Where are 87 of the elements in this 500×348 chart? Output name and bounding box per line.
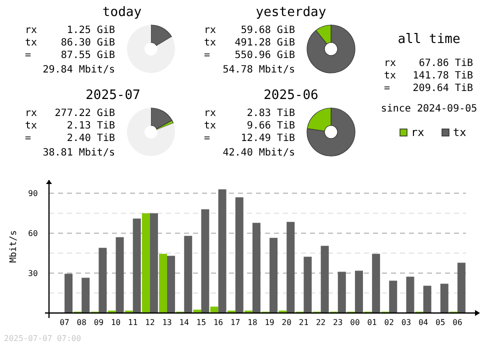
y-axis-title: Mbit/s bbox=[9, 230, 19, 263]
bar bbox=[116, 237, 124, 313]
x-tick-label: 11 bbox=[128, 318, 138, 327]
legend-label: rx bbox=[411, 126, 425, 139]
text: 38.81 Mbit/s bbox=[42, 148, 115, 158]
text: 29.84 Mbit/s bbox=[42, 64, 115, 76]
bar bbox=[406, 276, 414, 313]
bar bbox=[354, 270, 363, 313]
chart-title: today bbox=[102, 5, 142, 20]
text: rx 1.25 GiB bbox=[25, 25, 115, 36]
x-tick-label: 17 bbox=[230, 318, 240, 327]
donut-slice bbox=[127, 108, 175, 156]
bar bbox=[372, 254, 380, 313]
x-tick-label: 10 bbox=[110, 318, 121, 327]
chart-title: yesterday bbox=[256, 5, 326, 20]
text: 54.78 Mbit/s bbox=[222, 64, 295, 76]
bar bbox=[98, 248, 107, 313]
bar bbox=[150, 213, 158, 313]
x-tick-label: 18 bbox=[248, 318, 258, 327]
text: since 2024-09-05 bbox=[380, 104, 478, 114]
bar bbox=[389, 280, 398, 313]
y-tick-label: 30 bbox=[28, 268, 38, 278]
text: = 12.49 TiB bbox=[204, 133, 295, 144]
bar bbox=[440, 284, 448, 313]
x-tick-label: 20 bbox=[282, 318, 292, 327]
text: = 550.96 GiB bbox=[204, 50, 295, 61]
bar bbox=[457, 262, 466, 313]
x-tick-label: 14 bbox=[179, 318, 190, 327]
bar bbox=[142, 213, 150, 313]
chart-title: 2025-07 bbox=[86, 88, 140, 103]
x-tick-label: 13 bbox=[162, 318, 172, 327]
text: = 87.55 GiB bbox=[25, 50, 115, 61]
x-tick-label: 04 bbox=[418, 318, 428, 327]
legend-label: tx bbox=[453, 126, 467, 139]
bar bbox=[82, 278, 90, 313]
bar bbox=[270, 238, 278, 313]
text: rx 59.68 GiB bbox=[204, 25, 295, 36]
text: rx 2.83 TiB bbox=[204, 108, 295, 119]
text: tx 2.13 TiB bbox=[25, 120, 115, 132]
donut-slice bbox=[150, 108, 172, 130]
x-tick-label: 05 bbox=[436, 318, 446, 327]
donut-slice bbox=[306, 108, 356, 156]
bar bbox=[210, 306, 218, 313]
x-tick-label: 21 bbox=[298, 318, 309, 327]
x-tick-label: 00 bbox=[350, 318, 360, 327]
y-tick-label: 60 bbox=[28, 229, 38, 238]
chart-title: 2025-06 bbox=[264, 88, 318, 103]
bar bbox=[184, 236, 192, 313]
text: rx 277.22 GiB bbox=[25, 108, 115, 119]
x-tick-label: 03 bbox=[401, 318, 412, 327]
text: tx 491.28 GiB bbox=[204, 38, 295, 48]
x-tick-label: 08 bbox=[76, 318, 87, 327]
x-tick-label: 15 bbox=[196, 318, 206, 327]
x-tick-label: 16 bbox=[213, 318, 224, 327]
bar bbox=[167, 256, 176, 313]
bar bbox=[64, 274, 73, 313]
bar bbox=[304, 256, 312, 313]
x-tick-label: 22 bbox=[316, 318, 326, 327]
bar bbox=[338, 272, 346, 313]
bar bbox=[132, 218, 141, 313]
text: tx 86.30 GiB bbox=[25, 38, 115, 48]
x-tick-label: 12 bbox=[145, 318, 155, 327]
bar bbox=[286, 222, 295, 313]
x-tick-label: 09 bbox=[94, 318, 104, 327]
x-tick-label: 07 bbox=[60, 318, 70, 327]
bar bbox=[201, 209, 210, 313]
x-tick-label: 01 bbox=[367, 318, 378, 327]
bar bbox=[320, 246, 329, 313]
text: = 209.64 TiB bbox=[384, 83, 473, 94]
bar bbox=[159, 254, 168, 313]
x-tick-label: 06 bbox=[452, 318, 462, 327]
x-tick-label: 02 bbox=[384, 318, 394, 327]
text: tx 9.66 TiB bbox=[204, 120, 295, 132]
text: all time bbox=[398, 32, 460, 47]
text: rx 67.86 TiB bbox=[384, 58, 473, 69]
x-tick-label: 19 bbox=[264, 318, 275, 327]
text: tx 141.78 TiB bbox=[384, 70, 473, 82]
text: = 2.40 TiB bbox=[25, 133, 115, 144]
bar bbox=[193, 310, 202, 313]
bar bbox=[252, 222, 260, 313]
bar bbox=[218, 189, 226, 313]
x-tick-label: 23 bbox=[333, 318, 343, 327]
text: 42.40 Mbit/s bbox=[222, 148, 295, 158]
bar bbox=[235, 197, 244, 313]
donut-slice bbox=[306, 24, 356, 74]
y-tick-label: 90 bbox=[28, 189, 38, 198]
bar bbox=[423, 286, 432, 313]
